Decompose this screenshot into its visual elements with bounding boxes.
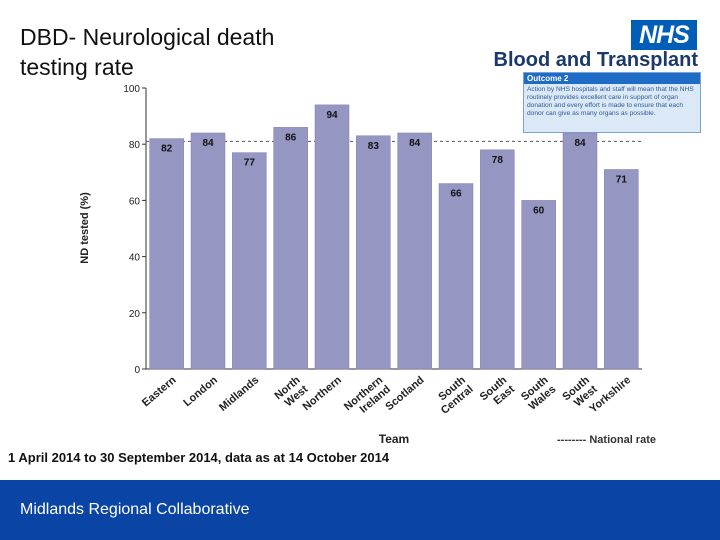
bar (232, 152, 267, 370)
bar (480, 149, 515, 370)
y-axis-title: ND tested (%) (79, 192, 91, 264)
bar-value-label: 84 (574, 138, 586, 149)
bar (149, 138, 184, 370)
org-name: Blood and Transplant (493, 49, 698, 71)
bar-value-label: 71 (616, 174, 628, 185)
bar-value-label: 86 (285, 132, 297, 143)
bar-value-label: 60 (533, 205, 545, 216)
y-tick-label: 20 (129, 309, 141, 320)
bar (190, 132, 226, 370)
bar (562, 132, 598, 370)
x-tick-label: Midlands (217, 374, 261, 414)
x-tick-label: NorthernIreland (342, 374, 393, 422)
legend-national-rate: -------- National rate (557, 434, 656, 446)
x-tick-label: Eastern (140, 374, 179, 409)
footer-bar: Midlands Regional Collaborative (0, 480, 720, 540)
bar-value-label: 66 (450, 189, 462, 200)
x-axis-title: Team (379, 432, 409, 446)
bar-value-label: 84 (409, 138, 421, 149)
outcome-heading: Outcome 2 (524, 73, 700, 84)
bar (604, 169, 639, 370)
bar (273, 127, 308, 370)
bar (356, 135, 391, 370)
y-tick-label: 100 (123, 84, 140, 95)
bar (314, 104, 350, 370)
y-tick-label: 40 (129, 253, 141, 264)
outcome-text: Action by NHS hospitals and staff will m… (527, 86, 694, 117)
y-tick-label: 80 (129, 140, 141, 151)
y-tick-label: 0 (134, 365, 140, 376)
x-tick-label: SouthWales (519, 374, 559, 413)
date-caption: 1 April 2014 to 30 September 2014, data … (8, 450, 390, 465)
x-tick-label: SouthEast (478, 374, 518, 413)
bar-value-label: 83 (368, 141, 380, 152)
y-tick-label: 60 (129, 196, 141, 207)
bar (521, 200, 556, 370)
bar-value-label: 77 (244, 158, 256, 169)
bar (397, 132, 432, 370)
bar-value-label: 84 (202, 138, 214, 149)
bar-value-label: 78 (492, 155, 504, 166)
nhs-logo: NHS (631, 20, 697, 50)
bar-chart: 0 20 40 60 80 100 ND tested (%) 82 Eastern 84 Lond… (79, 84, 656, 446)
x-tick-label: SouthCentral (431, 374, 476, 417)
outcome-box: Outcome 2 Action by NHS hospitals and st… (523, 72, 701, 133)
bar-value-label: 94 (326, 110, 338, 121)
x-tick-label: London (181, 374, 220, 409)
bar-value-label: 82 (161, 144, 173, 155)
footer-text: Midlands Regional Collaborative (20, 501, 250, 518)
page-title: DBD- Neurological death testing rate (20, 24, 275, 80)
bar (438, 183, 474, 370)
